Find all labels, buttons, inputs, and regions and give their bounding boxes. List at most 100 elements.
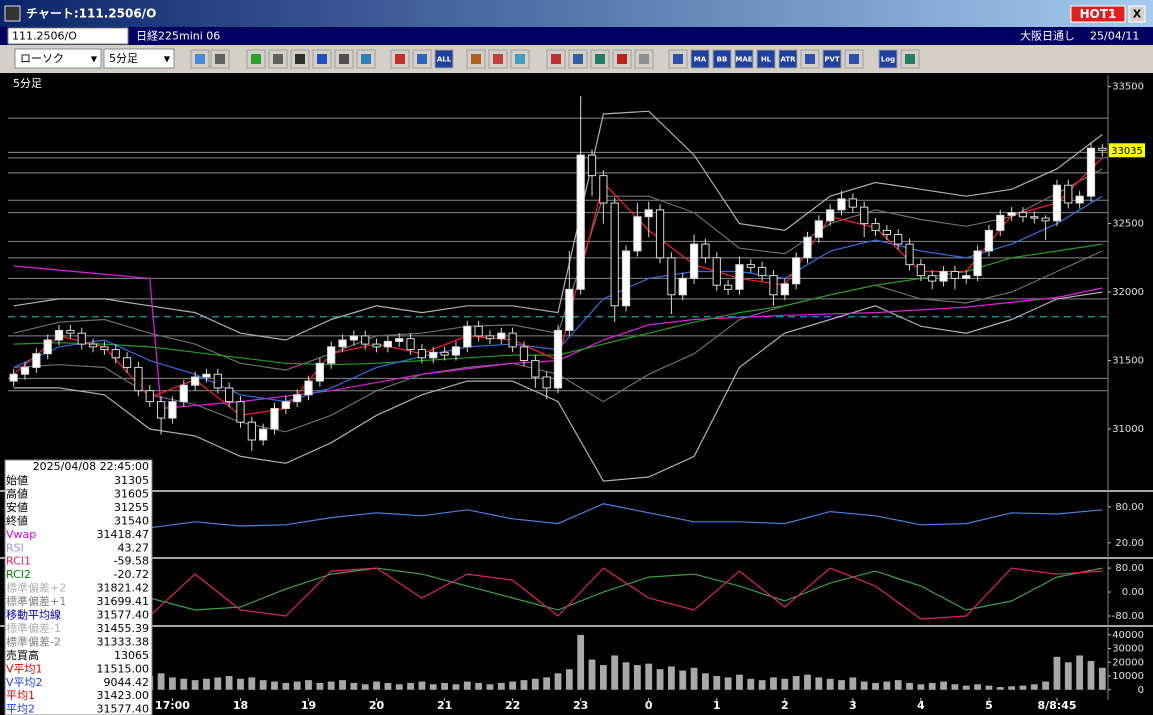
toolbar-button-label[interactable]: Log <box>881 56 895 64</box>
volume-bar <box>316 682 324 690</box>
info-value: 43.27 <box>118 541 150 554</box>
toolbar-icon[interactable] <box>361 54 371 64</box>
candle-body <box>361 335 370 345</box>
candle-body <box>134 366 143 392</box>
volume-bar <box>225 676 233 690</box>
volume-bar <box>724 677 732 690</box>
candle-body <box>77 332 86 345</box>
code-input[interactable] <box>7 27 129 45</box>
toolbar-icon[interactable] <box>273 54 283 64</box>
toolbar-icon[interactable] <box>595 54 605 64</box>
chart-kind-select[interactable] <box>14 48 102 69</box>
volume-bar <box>974 684 981 690</box>
volume-bar <box>770 677 777 690</box>
volume-bar <box>486 684 494 690</box>
toolbar-button[interactable] <box>434 49 454 69</box>
toolbar-icon[interactable] <box>195 54 205 64</box>
volume-bar <box>554 673 562 690</box>
toolbar-button-label[interactable]: MA <box>694 56 707 64</box>
close-button-label[interactable]: X <box>1133 8 1142 21</box>
candle-body <box>111 349 120 359</box>
candle-body <box>916 264 926 277</box>
toolbar-button-label[interactable]: HL <box>761 56 772 64</box>
hot-button[interactable] <box>1070 5 1126 23</box>
candle-body <box>973 250 982 277</box>
select-arrow[interactable]: ▼ <box>91 55 98 64</box>
toolbar-icon[interactable] <box>551 54 561 64</box>
close-button[interactable] <box>1128 5 1146 23</box>
volume-bar <box>985 685 993 690</box>
toolbar-button[interactable] <box>878 49 898 69</box>
toolbar-icon[interactable] <box>317 54 327 64</box>
toolbar-button-label[interactable]: BB <box>717 56 728 64</box>
info-datetime: 2025/04/08 22:45:00 <box>33 460 149 473</box>
toolbar-icon[interactable] <box>417 54 427 64</box>
candle-body <box>678 277 687 296</box>
volume-bar <box>361 684 369 690</box>
interval-text[interactable]: 5分足 <box>109 52 138 65</box>
y-tick-label: 20.00 <box>1115 538 1144 549</box>
candle-body <box>168 401 177 419</box>
candle-body <box>247 421 256 441</box>
info-value: 31540 <box>114 514 149 527</box>
volume-bar <box>248 677 256 690</box>
volume-bar <box>543 677 551 690</box>
toolbar-button-label[interactable]: ALL <box>437 56 452 64</box>
candle-body <box>576 154 585 290</box>
toolbar-button[interactable] <box>690 49 710 69</box>
candle-body <box>1086 147 1096 197</box>
volume-bar <box>917 684 925 690</box>
toolbar-icon[interactable] <box>493 54 503 64</box>
chart-kind-text[interactable]: ローソク <box>20 52 64 65</box>
y-tick-label: 20000 <box>1112 657 1144 668</box>
toolbar-icon[interactable] <box>805 54 815 64</box>
toolbar-icon[interactable] <box>471 54 481 64</box>
toolbar-button[interactable] <box>734 49 754 69</box>
toolbar-icon[interactable] <box>515 54 525 64</box>
candle-body <box>712 257 721 286</box>
candle-body <box>485 335 495 340</box>
toolbar-icon[interactable] <box>339 54 349 64</box>
candle-body <box>1030 216 1039 219</box>
volume-bar <box>1008 686 1016 690</box>
toolbar-icon[interactable] <box>295 54 305 64</box>
x-tick-label: 0 <box>645 699 653 712</box>
toolbar-icon[interactable] <box>849 54 859 64</box>
toolbar-icon[interactable] <box>573 54 583 64</box>
toolbar-icon[interactable] <box>395 54 405 64</box>
toolbar-icon[interactable] <box>215 54 225 64</box>
info-label: V平均2 <box>6 676 43 689</box>
toolbar-icon[interactable] <box>617 54 627 64</box>
candle-body <box>395 338 404 342</box>
candle-body <box>769 275 778 296</box>
x-tick-label: 3 <box>849 699 857 712</box>
toolbar-button-label[interactable]: MAE <box>735 56 752 64</box>
y-tick-label: 80.00 <box>1115 502 1144 513</box>
volume-bar <box>418 681 426 690</box>
toolbar-button[interactable] <box>756 49 776 69</box>
volume-bar <box>339 680 346 690</box>
info-label: 平均2 <box>6 703 35 715</box>
toolbar-button[interactable] <box>778 49 798 69</box>
candle-body <box>270 407 279 430</box>
code-text[interactable]: 111.2506/O <box>12 30 77 43</box>
interval-select[interactable] <box>103 48 175 69</box>
toolbar-icon[interactable] <box>905 54 915 64</box>
last-price-box <box>1109 143 1145 158</box>
toolbar-icon[interactable] <box>673 54 683 64</box>
toolbar-button-label[interactable]: ATR <box>780 56 796 64</box>
candle-body <box>179 384 188 403</box>
candle-body <box>792 257 801 285</box>
indicator-line <box>13 567 1103 611</box>
toolbar-button-label[interactable]: PVT <box>824 56 840 64</box>
candle-body <box>587 154 597 177</box>
toolbar-icon[interactable] <box>639 54 649 64</box>
toolbar-icon[interactable] <box>251 54 261 64</box>
toolbar-button[interactable] <box>822 49 842 69</box>
toolbar-button[interactable] <box>712 49 732 69</box>
select-arrow[interactable]: ▼ <box>164 55 171 64</box>
hot-button-label[interactable]: HOT1 <box>1080 7 1117 21</box>
info-value: -20.72 <box>114 568 149 581</box>
candle-body <box>122 357 132 368</box>
volume-bar <box>497 682 505 690</box>
